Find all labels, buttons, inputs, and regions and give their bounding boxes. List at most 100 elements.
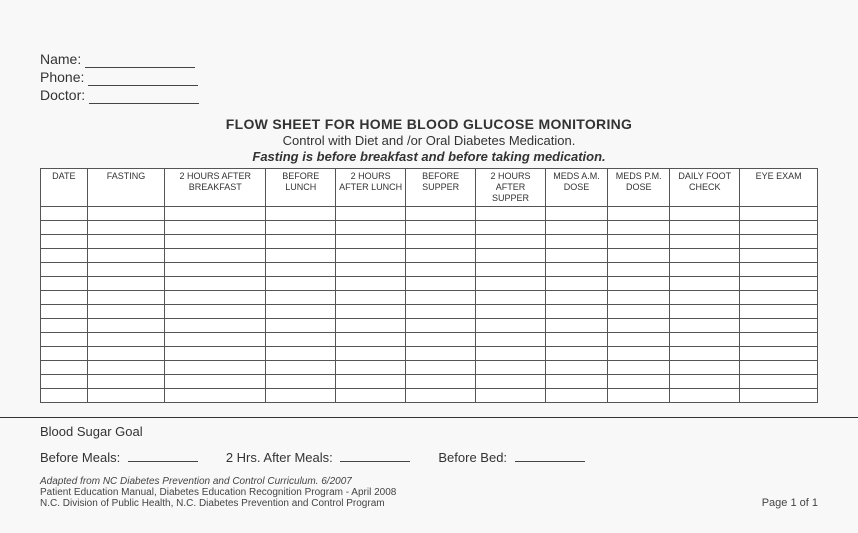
- table-cell[interactable]: [406, 249, 476, 263]
- table-cell[interactable]: [165, 319, 266, 333]
- table-cell[interactable]: [336, 235, 406, 249]
- table-cell[interactable]: [266, 305, 336, 319]
- table-cell[interactable]: [336, 207, 406, 221]
- table-cell[interactable]: [608, 361, 670, 375]
- table-cell[interactable]: [266, 291, 336, 305]
- table-cell[interactable]: [740, 305, 818, 319]
- table-cell[interactable]: [670, 347, 740, 361]
- table-cell[interactable]: [476, 249, 546, 263]
- table-cell[interactable]: [87, 305, 165, 319]
- table-cell[interactable]: [165, 249, 266, 263]
- table-cell[interactable]: [266, 263, 336, 277]
- table-cell[interactable]: [545, 319, 607, 333]
- table-cell[interactable]: [87, 249, 165, 263]
- table-cell[interactable]: [87, 277, 165, 291]
- table-cell[interactable]: [608, 389, 670, 403]
- table-cell[interactable]: [406, 291, 476, 305]
- table-cell[interactable]: [545, 347, 607, 361]
- table-cell[interactable]: [41, 375, 88, 389]
- table-cell[interactable]: [740, 291, 818, 305]
- table-cell[interactable]: [406, 375, 476, 389]
- table-cell[interactable]: [670, 263, 740, 277]
- table-cell[interactable]: [545, 249, 607, 263]
- table-cell[interactable]: [165, 375, 266, 389]
- table-cell[interactable]: [740, 333, 818, 347]
- table-cell[interactable]: [608, 319, 670, 333]
- table-cell[interactable]: [41, 277, 88, 291]
- table-cell[interactable]: [670, 249, 740, 263]
- table-cell[interactable]: [87, 235, 165, 249]
- table-cell[interactable]: [406, 347, 476, 361]
- table-cell[interactable]: [87, 221, 165, 235]
- table-cell[interactable]: [670, 389, 740, 403]
- table-cell[interactable]: [165, 333, 266, 347]
- table-cell[interactable]: [87, 375, 165, 389]
- table-cell[interactable]: [165, 347, 266, 361]
- table-cell[interactable]: [670, 361, 740, 375]
- table-cell[interactable]: [266, 207, 336, 221]
- table-cell[interactable]: [336, 389, 406, 403]
- table-cell[interactable]: [740, 207, 818, 221]
- table-cell[interactable]: [545, 333, 607, 347]
- table-cell[interactable]: [336, 375, 406, 389]
- table-cell[interactable]: [41, 361, 88, 375]
- table-cell[interactable]: [87, 319, 165, 333]
- table-cell[interactable]: [406, 389, 476, 403]
- table-cell[interactable]: [87, 207, 165, 221]
- name-blank[interactable]: [85, 54, 195, 68]
- table-cell[interactable]: [165, 277, 266, 291]
- table-cell[interactable]: [406, 277, 476, 291]
- goal-after-meals-blank[interactable]: [340, 449, 410, 462]
- table-cell[interactable]: [41, 249, 88, 263]
- table-cell[interactable]: [336, 221, 406, 235]
- table-cell[interactable]: [608, 277, 670, 291]
- table-cell[interactable]: [608, 207, 670, 221]
- table-cell[interactable]: [336, 361, 406, 375]
- table-cell[interactable]: [165, 361, 266, 375]
- table-cell[interactable]: [476, 319, 546, 333]
- table-cell[interactable]: [266, 347, 336, 361]
- table-cell[interactable]: [266, 249, 336, 263]
- table-cell[interactable]: [476, 221, 546, 235]
- table-cell[interactable]: [87, 347, 165, 361]
- table-cell[interactable]: [545, 291, 607, 305]
- table-cell[interactable]: [608, 221, 670, 235]
- table-cell[interactable]: [545, 263, 607, 277]
- table-cell[interactable]: [266, 221, 336, 235]
- table-cell[interactable]: [476, 389, 546, 403]
- table-cell[interactable]: [406, 305, 476, 319]
- table-cell[interactable]: [87, 333, 165, 347]
- table-cell[interactable]: [670, 221, 740, 235]
- table-cell[interactable]: [165, 305, 266, 319]
- table-cell[interactable]: [740, 319, 818, 333]
- table-cell[interactable]: [608, 235, 670, 249]
- table-cell[interactable]: [740, 221, 818, 235]
- table-cell[interactable]: [406, 361, 476, 375]
- table-cell[interactable]: [165, 235, 266, 249]
- table-cell[interactable]: [670, 291, 740, 305]
- table-cell[interactable]: [608, 333, 670, 347]
- table-cell[interactable]: [336, 291, 406, 305]
- table-cell[interactable]: [608, 347, 670, 361]
- table-cell[interactable]: [336, 277, 406, 291]
- table-cell[interactable]: [608, 375, 670, 389]
- doctor-blank[interactable]: [89, 90, 199, 104]
- table-cell[interactable]: [740, 249, 818, 263]
- table-cell[interactable]: [476, 291, 546, 305]
- table-cell[interactable]: [406, 263, 476, 277]
- table-cell[interactable]: [476, 305, 546, 319]
- table-cell[interactable]: [545, 207, 607, 221]
- table-cell[interactable]: [266, 361, 336, 375]
- table-cell[interactable]: [545, 235, 607, 249]
- table-cell[interactable]: [336, 263, 406, 277]
- table-cell[interactable]: [545, 221, 607, 235]
- goal-before-bed-blank[interactable]: [515, 449, 585, 462]
- table-cell[interactable]: [165, 263, 266, 277]
- table-cell[interactable]: [266, 375, 336, 389]
- table-cell[interactable]: [608, 291, 670, 305]
- table-cell[interactable]: [41, 235, 88, 249]
- table-cell[interactable]: [336, 305, 406, 319]
- table-cell[interactable]: [165, 291, 266, 305]
- table-cell[interactable]: [476, 347, 546, 361]
- table-cell[interactable]: [545, 375, 607, 389]
